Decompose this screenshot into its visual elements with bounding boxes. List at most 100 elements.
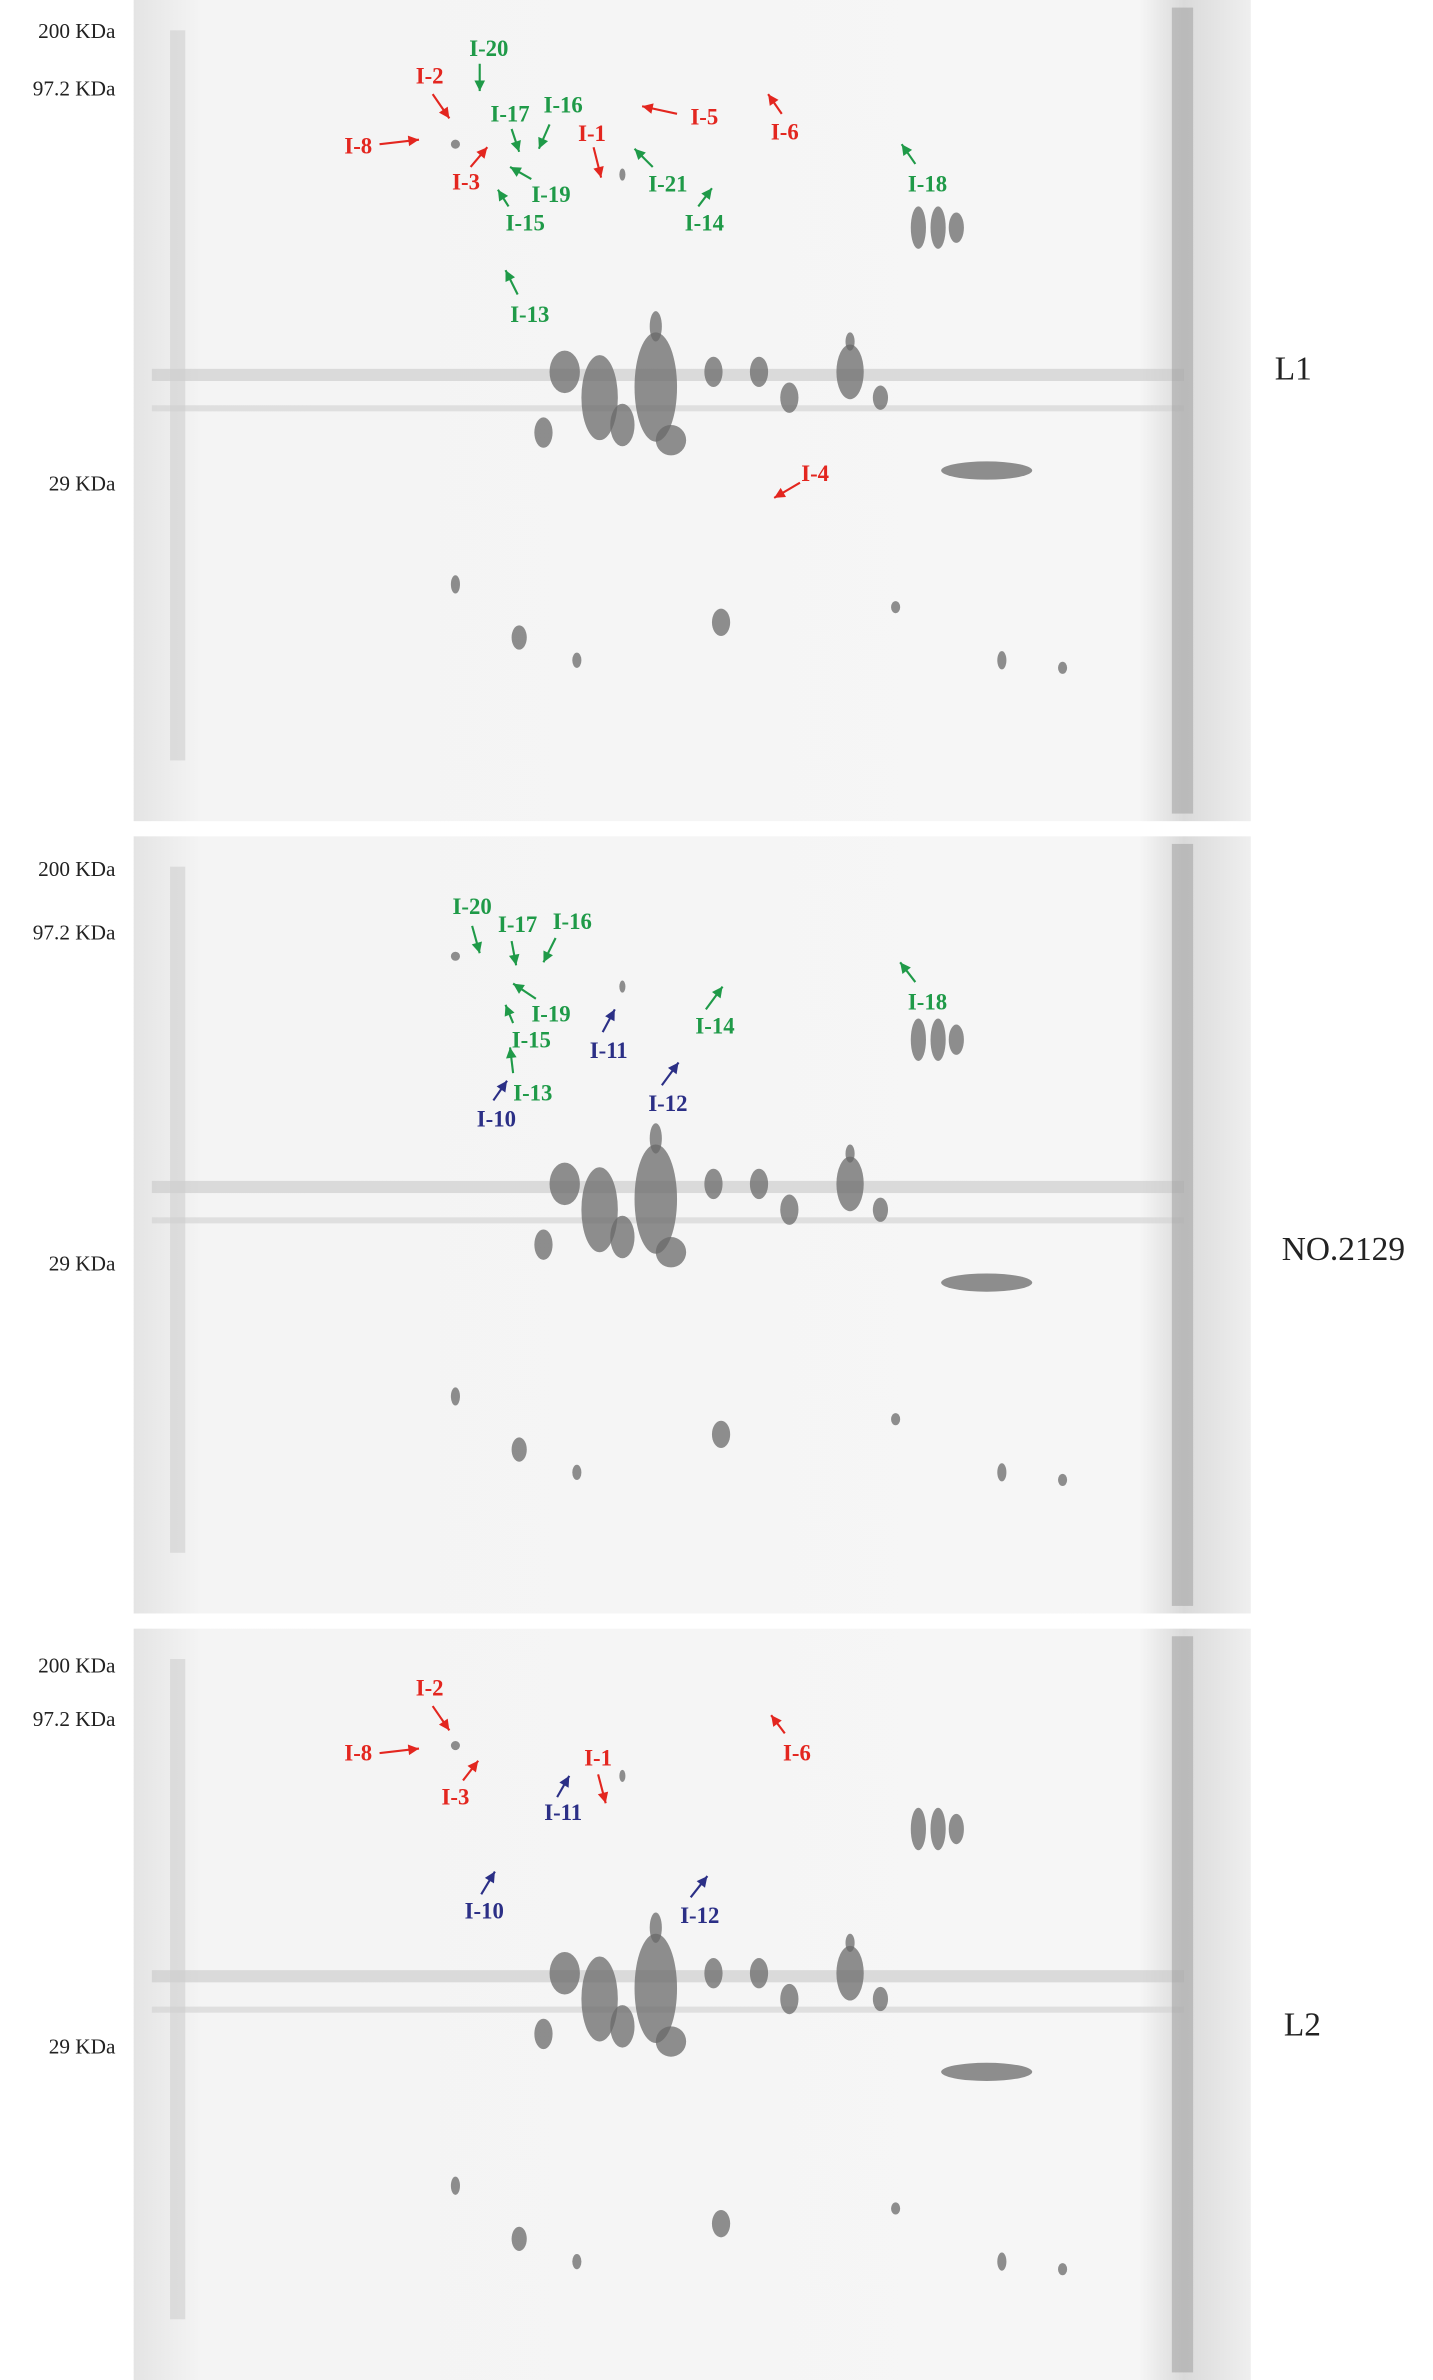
protein-spot [780,1983,799,2015]
protein-spot [634,332,678,442]
protein-spot [619,168,626,181]
gel [133,836,1251,1614]
arrow-head [508,953,520,966]
protein-spot [836,344,864,400]
protein-spot [948,1024,964,1055]
spot-label: I-10 [477,1106,516,1131]
protein-spot [450,1387,460,1406]
mw-label: 97.2 KDa [33,77,116,101]
arrow-head [497,189,509,202]
protein-spot [634,1933,678,2044]
protein-spot [872,1197,889,1222]
protein-spot [948,1813,964,1845]
protein-spot [649,311,662,342]
protein-spot [930,1018,946,1061]
arrow-head [634,148,646,161]
arrow-head [510,140,521,152]
protein-spot [619,1769,626,1782]
spot-label: I-13 [510,302,549,327]
protein-spot [997,1463,1007,1482]
gel-streak [170,866,186,1553]
protein-spot [534,2018,553,2050]
protein-spot [891,2202,901,2215]
mw-label: 200 KDa [38,857,116,881]
protein-spot [572,652,582,668]
protein-spot [780,1194,799,1225]
spot-label: I-12 [648,1091,687,1116]
protein-spot [572,2254,582,2270]
mw-label: 29 KDa [49,1251,116,1275]
protein-spot [581,1167,618,1253]
protein-spot [655,1237,687,1268]
protein-spot [872,1986,889,2012]
arrow-head [543,950,553,963]
protein-spot [997,2252,1007,2271]
mw-label: 29 KDa [49,471,116,495]
arrow-head [771,1715,782,1727]
mw-label: 200 KDa [38,1654,116,1678]
spot-label: I-3 [452,170,480,195]
arrow-head [510,166,522,177]
protein-spot [610,403,635,447]
protein-spot [649,1912,662,1943]
protein-spot [910,206,926,249]
spot-label: I-2 [416,63,444,88]
spot-label: I-1 [584,1745,612,1770]
protein-spot [1058,1473,1068,1486]
arrow-head [513,983,525,994]
arrow-head [504,1004,515,1017]
protein-spot [711,608,731,636]
protein-spot [549,1162,580,1206]
spot-label: I-3 [442,1785,470,1810]
spot-label: I-18 [908,989,947,1014]
protein-spot [930,1807,946,1851]
gel-streak [1171,7,1194,814]
arrow-head [538,136,549,149]
arrow-head [438,1718,450,1731]
protein-spot [610,1215,635,1259]
protein-spot [450,1740,460,1751]
arrow-head [597,1791,609,1804]
protein-spot [749,356,769,388]
protein-spot [891,1413,901,1426]
arrow-head [467,1760,479,1773]
protein-spot [511,1437,527,1462]
protein-spot [450,951,460,961]
mw-label: 200 KDa [38,19,116,43]
spot-label: I-17 [490,101,529,126]
arrow-head [642,103,654,114]
spot-label: I-2 [416,1675,444,1700]
spot-label: I-14 [695,1014,734,1039]
arrow-head [605,1009,615,1022]
protein-spot [649,1123,662,1154]
spot-label: I-1 [578,121,606,146]
sample-name: NO.2129 [1282,1231,1405,1268]
protein-spot [704,1168,723,1200]
protein-spot [891,601,901,614]
arrow-head [407,1744,419,1756]
protein-spot [845,332,855,351]
arrow-head [474,80,486,92]
arrow-head [900,962,911,974]
spot-label: I-13 [513,1080,552,1105]
gel-streak [170,30,186,761]
protein-spot [948,212,964,243]
protein-spot [780,382,799,413]
spot-label: I-19 [531,182,570,207]
arrow-head [667,1062,679,1075]
arrow-head [496,1080,508,1093]
spot-label: I-8 [344,1741,372,1766]
spot-label: I-20 [453,894,492,919]
protein-spot [581,355,618,441]
protein-spot [450,575,460,594]
arrow-head [484,1871,495,1884]
spot-label: I-4 [801,461,829,486]
protein-spot [634,1144,678,1254]
arrow-head [438,106,450,119]
arrow-head [701,188,712,200]
protein-spot [941,461,1033,480]
spot-label: I-21 [648,171,687,196]
protein-spot [711,2210,731,2238]
